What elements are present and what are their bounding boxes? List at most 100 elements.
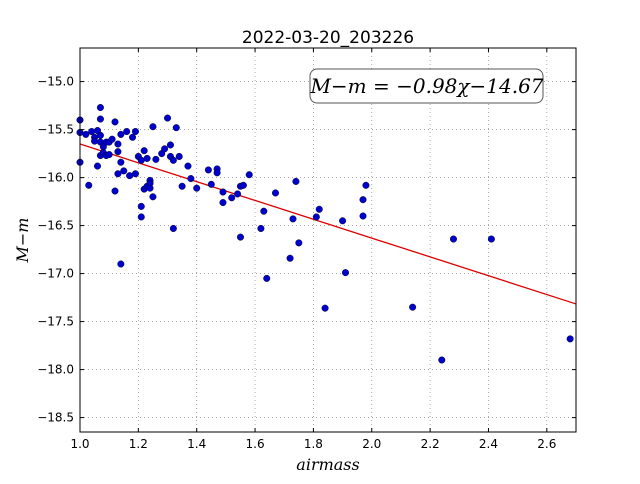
data-points <box>76 104 574 364</box>
data-point <box>449 235 457 243</box>
y-tick-label: −17.5 <box>37 315 74 329</box>
data-point <box>117 158 125 166</box>
fit-equation-frame <box>309 68 544 104</box>
fit-line-layer <box>79 143 577 305</box>
data-point <box>137 213 145 221</box>
data-point <box>245 171 253 179</box>
y-tick-label: −15.0 <box>37 75 74 89</box>
data-point <box>143 154 151 162</box>
data-point <box>88 128 96 136</box>
y-tick-label: −17.0 <box>37 267 74 281</box>
plot-frame <box>79 47 577 433</box>
x-tick-labels: 1.0 1.2 1.4 1.6 1.8 2.0 2.2 2.4 2.6 <box>70 437 556 451</box>
x-tick-label: 1.2 <box>129 437 148 451</box>
fit-equation-text: M−m = −0.98χ−14.67 <box>309 74 543 98</box>
y-tick-label: −18.0 <box>37 363 74 377</box>
data-point <box>123 128 131 136</box>
data-point <box>94 162 102 170</box>
x-tick-label: 1.8 <box>304 437 323 451</box>
data-point <box>339 217 347 225</box>
data-point <box>409 303 417 311</box>
data-point <box>178 182 186 190</box>
data-point <box>117 260 125 268</box>
data-point <box>140 147 148 155</box>
data-point <box>207 180 215 188</box>
data-point <box>292 177 300 185</box>
data-point <box>126 172 134 180</box>
y-tick-labels: −15.0 −15.5 −16.0 −16.5 −17.0 −17.5 −18.0 −18.5 <box>37 75 74 425</box>
data-point <box>149 193 157 201</box>
data-point <box>289 215 297 223</box>
data-point <box>96 115 104 123</box>
grid-lines <box>79 48 576 432</box>
data-point <box>312 213 320 221</box>
data-point <box>271 189 279 197</box>
data-point <box>219 199 227 207</box>
plot-area <box>80 48 576 432</box>
data-point <box>213 169 221 177</box>
data-point <box>114 140 122 148</box>
x-tick-label: 2.6 <box>537 437 556 451</box>
x-axis-label: airmass <box>296 455 359 474</box>
data-point <box>114 170 122 178</box>
data-point <box>169 224 177 232</box>
data-point <box>96 104 104 112</box>
data-point <box>175 152 183 160</box>
data-point <box>286 254 294 262</box>
data-point <box>161 145 169 153</box>
fit-equation-box: M−m = −0.98χ−14.67 <box>309 68 544 104</box>
data-point <box>131 170 139 178</box>
x-tick-label: 2.0 <box>362 437 381 451</box>
data-point <box>438 356 446 364</box>
data-point <box>359 196 367 204</box>
data-point <box>566 335 574 343</box>
data-point <box>260 207 268 215</box>
data-point <box>120 167 128 175</box>
data-point <box>131 128 139 136</box>
data-point <box>295 239 303 247</box>
data-point <box>184 162 192 170</box>
data-point <box>146 184 154 192</box>
data-point <box>111 187 119 195</box>
data-point <box>236 233 244 241</box>
data-point <box>164 114 172 122</box>
axis-ticks <box>79 48 576 432</box>
chart-title: 2022-03-20_203226 <box>242 28 414 48</box>
data-point <box>172 124 180 132</box>
data-point <box>82 130 90 138</box>
data-point <box>137 202 145 210</box>
data-point <box>129 133 137 141</box>
data-point <box>169 156 177 164</box>
data-point <box>108 135 116 143</box>
data-point <box>315 205 323 213</box>
data-point <box>149 123 157 131</box>
data-point <box>96 131 104 139</box>
data-point <box>187 175 195 183</box>
data-point <box>234 190 242 198</box>
fit-line <box>79 143 577 305</box>
y-tick-label: −15.5 <box>37 123 74 137</box>
data-point <box>91 137 99 145</box>
data-point <box>114 148 122 156</box>
data-point <box>166 141 174 149</box>
x-tick-label: 2.2 <box>421 437 440 451</box>
data-point <box>193 184 201 192</box>
data-point <box>239 181 247 189</box>
data-point <box>362 181 370 189</box>
data-point <box>137 156 145 164</box>
data-point <box>105 151 113 159</box>
data-point <box>111 118 119 126</box>
data-point <box>204 166 212 174</box>
data-point <box>152 155 160 163</box>
data-point <box>85 181 93 189</box>
data-point <box>487 235 495 243</box>
data-point <box>359 212 367 220</box>
y-tick-label: −18.5 <box>37 411 74 425</box>
data-point <box>228 194 236 202</box>
data-point <box>263 274 271 282</box>
y-tick-label: −16.5 <box>37 219 74 233</box>
data-point <box>342 269 350 277</box>
data-point <box>321 304 329 312</box>
